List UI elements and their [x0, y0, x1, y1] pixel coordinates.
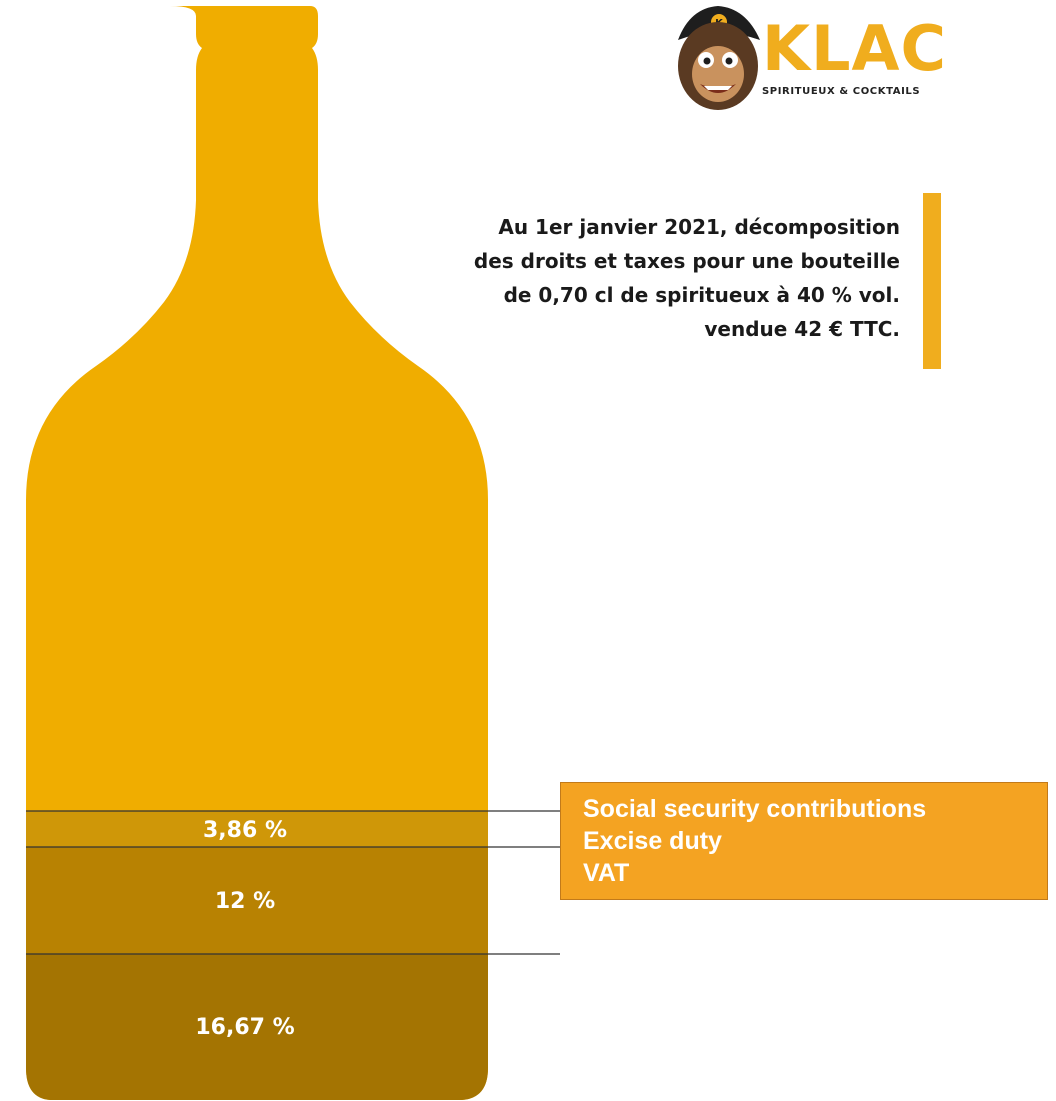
segment-social-security [26, 811, 488, 847]
legend-box: Social security contributions Excise dut… [560, 782, 1048, 900]
segment-label-excise-duty: 12 % [215, 889, 275, 914]
brand-tagline: SPIRITUEUX & COCKTAILS [762, 86, 921, 97]
intro-line: des droits et taxes pour une bouteille [473, 249, 900, 273]
brand-name: KLAC [762, 12, 948, 85]
accent-bar [923, 193, 941, 369]
legend-vat: VAT [583, 859, 630, 887]
intro-line: Au 1er janvier 2021, décomposition [498, 215, 900, 239]
segment-label-social-security: 3,86 % [203, 818, 287, 843]
segment-excise-duty [26, 847, 488, 954]
intro-text: Au 1er janvier 2021, décomposition des d… [380, 210, 900, 346]
brand-logo: K [678, 6, 760, 110]
segment-label-vat: 16,67 % [195, 1015, 294, 1040]
intro-line: de 0,70 cl de spiritueux à 40 % vol. [503, 283, 900, 307]
segment-vat [26, 954, 488, 1100]
intro-line: vendue 42 € TTC. [704, 317, 900, 341]
legend-social-security: Social security contributions [583, 795, 927, 823]
legend-excise-duty: Excise duty [583, 827, 722, 855]
